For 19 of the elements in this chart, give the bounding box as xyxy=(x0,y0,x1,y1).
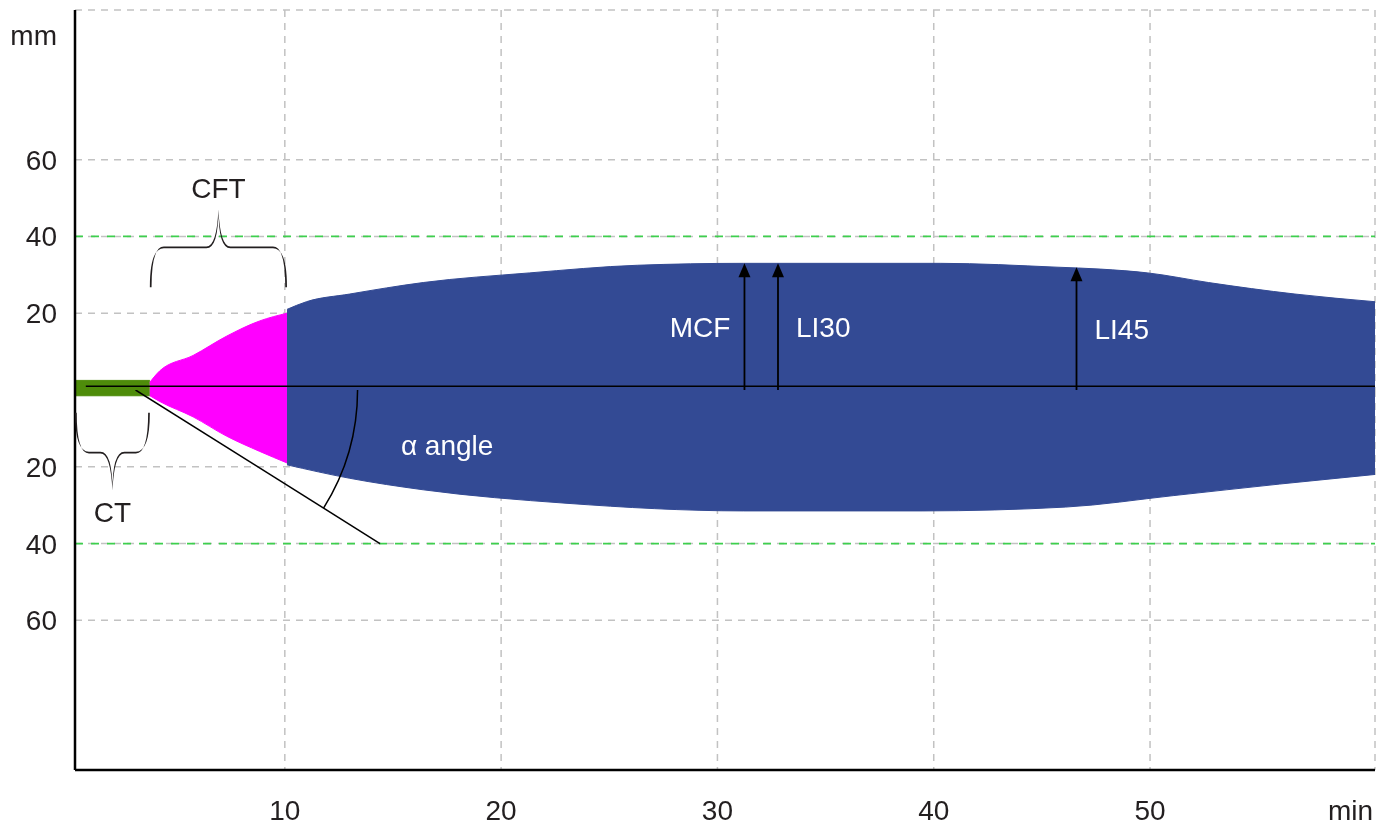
x-tick-label: 40 xyxy=(918,795,950,826)
x-tick-label: 50 xyxy=(1134,795,1166,826)
y-tick-label: 60 xyxy=(25,605,57,637)
y-tick-label: 20 xyxy=(25,298,57,330)
x-tick-label: 20 xyxy=(485,795,517,826)
y-tick-label: 40 xyxy=(25,528,57,560)
annotation: LI45 xyxy=(1094,313,1149,345)
annotation: CFT xyxy=(191,173,246,205)
y-axis-title: mm xyxy=(10,20,57,51)
y-tick-label: 40 xyxy=(25,221,57,253)
annotation: MCF xyxy=(669,311,731,343)
y-tick-label: 20 xyxy=(25,451,57,483)
annotation: LI30 xyxy=(795,311,851,343)
y-tick-label: 60 xyxy=(25,144,57,176)
annotation: CT xyxy=(93,496,132,528)
x-tick-label: 30 xyxy=(701,795,734,826)
x-tick-label: 10 xyxy=(269,795,301,826)
annotation: α angle xyxy=(400,430,494,462)
x-axis-title: min xyxy=(1327,795,1373,826)
